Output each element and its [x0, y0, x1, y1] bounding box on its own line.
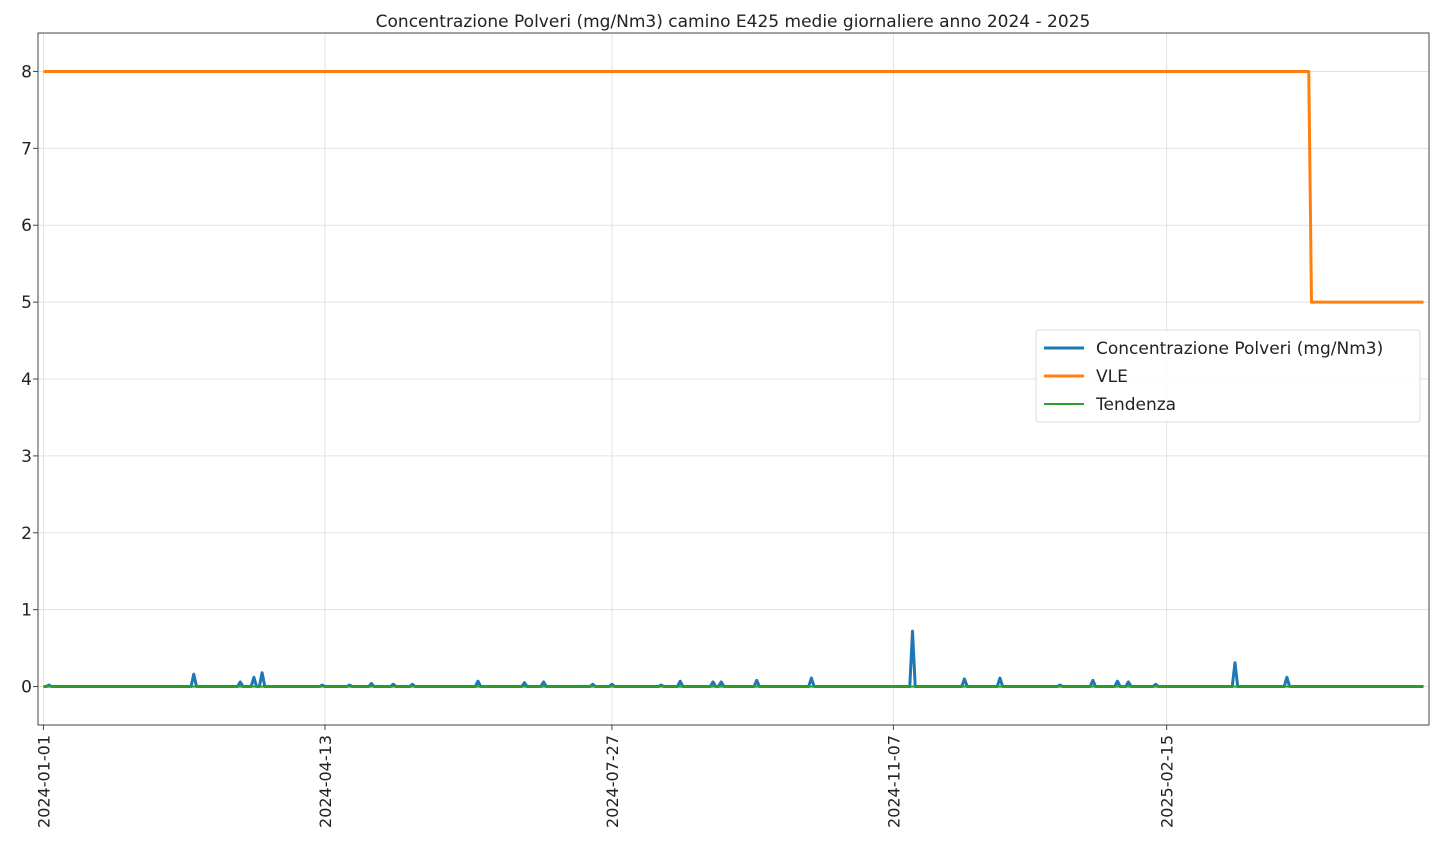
x-tick-label: 2024-01-01 — [34, 735, 53, 828]
y-tick-label: 6 — [21, 216, 32, 236]
y-tick-label: 4 — [21, 370, 32, 390]
x-tick-label: 2025-02-15 — [1158, 735, 1177, 828]
x-axis: 2024-01-01 2024-04-13 2024-07-27 2024-11-07… — [34, 725, 1177, 828]
legend-label-3: Tendenza — [1095, 395, 1176, 415]
y-tick-label: 7 — [21, 139, 32, 159]
y-tick-label: 2 — [21, 524, 32, 544]
series-line-1 — [43, 629, 1424, 689]
y-tick-label: 0 — [21, 678, 32, 698]
y-axis: 0 1 2 3 4 5 6 7 8 — [21, 62, 38, 698]
series-line-2 — [43, 69, 1424, 304]
y-tick-label: 8 — [21, 62, 32, 82]
y-tick-label: 3 — [21, 447, 32, 467]
x-tick-label: 2024-04-13 — [316, 735, 335, 828]
legend-box — [1035, 329, 1421, 423]
legend-label-2: VLE — [1096, 367, 1128, 387]
legend-label-1: Concentrazione Polveri (mg/Nm3) — [1096, 339, 1383, 359]
legend: Concentrazione Polveri (mg/Nm3) VLE Tenden… — [1035, 329, 1421, 423]
x-tick-label: 2024-11-07 — [884, 735, 903, 828]
y-tick-label: 5 — [21, 293, 32, 313]
x-tick-label: 2024-07-27 — [603, 735, 622, 828]
chart-title: Concentrazione Polveri (mg/Nm3) camino E… — [376, 12, 1091, 32]
y-tick-label: 1 — [21, 601, 32, 621]
plot-series — [43, 69, 1424, 689]
